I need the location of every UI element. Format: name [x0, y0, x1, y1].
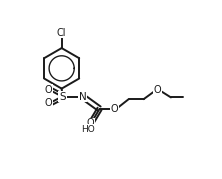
- Text: O: O: [87, 118, 95, 128]
- Text: O: O: [111, 104, 118, 114]
- Text: O: O: [45, 98, 52, 108]
- Text: N: N: [79, 91, 87, 101]
- Text: Cl: Cl: [57, 28, 66, 38]
- Text: O: O: [154, 85, 162, 95]
- Text: S: S: [59, 91, 66, 101]
- Text: HO: HO: [81, 125, 95, 134]
- Text: O: O: [45, 85, 52, 95]
